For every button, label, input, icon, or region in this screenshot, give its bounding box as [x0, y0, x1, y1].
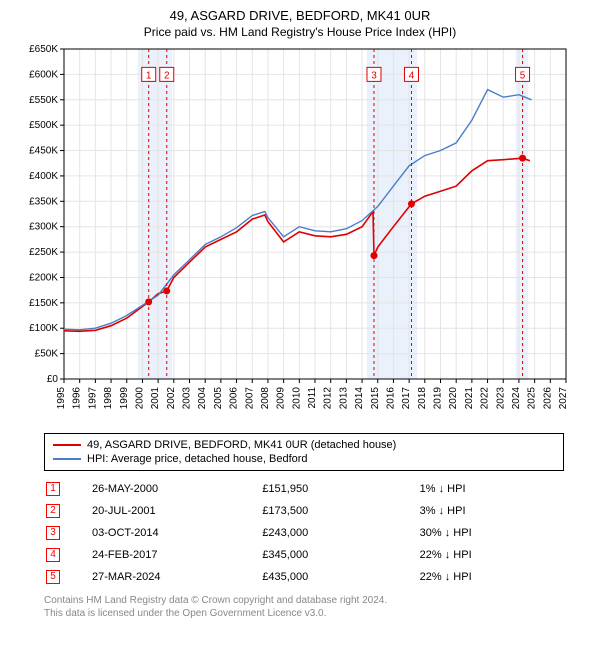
- sales-table: 126-MAY-2000£151,9501% ↓ HPI220-JUL-2001…: [44, 477, 590, 589]
- sale-hpi-delta: 22% ↓ HPI: [420, 545, 588, 565]
- svg-text:2012: 2012: [323, 387, 334, 410]
- svg-text:2014: 2014: [354, 387, 365, 410]
- table-row: 527-MAR-2024£435,00022% ↓ HPI: [46, 567, 588, 587]
- svg-text:1998: 1998: [103, 387, 114, 410]
- svg-text:2023: 2023: [495, 387, 506, 410]
- svg-text:2019: 2019: [433, 387, 444, 410]
- svg-text:£450K: £450K: [29, 146, 58, 157]
- legend-label: HPI: Average price, detached house, Bedf…: [87, 453, 308, 465]
- svg-text:5: 5: [520, 70, 526, 81]
- svg-text:2016: 2016: [385, 387, 396, 410]
- svg-text:4: 4: [409, 70, 415, 81]
- sale-hpi-delta: 3% ↓ HPI: [420, 501, 588, 521]
- footer-line: Contains HM Land Registry data © Crown c…: [44, 595, 590, 608]
- svg-text:2026: 2026: [542, 387, 553, 410]
- price-chart: £0 £50K £100K £150K £200K £250K £300K £350K £400…: [10, 45, 590, 425]
- sale-price: £243,000: [262, 523, 417, 543]
- table-row: 220-JUL-2001£173,5003% ↓ HPI: [46, 501, 588, 521]
- svg-text:2018: 2018: [417, 387, 428, 410]
- svg-text:£350K: £350K: [29, 196, 58, 207]
- svg-text:2006: 2006: [229, 387, 240, 410]
- page-subtitle: Price paid vs. HM Land Registry's House …: [10, 25, 590, 39]
- svg-text:1996: 1996: [72, 387, 83, 410]
- sale-marker: 1: [46, 479, 90, 499]
- svg-text:£0: £0: [47, 374, 59, 385]
- sale-hpi-delta: 1% ↓ HPI: [420, 479, 588, 499]
- svg-text:2015: 2015: [370, 387, 381, 410]
- table-row: 303-OCT-2014£243,00030% ↓ HPI: [46, 523, 588, 543]
- sale-price: £345,000: [262, 545, 417, 565]
- svg-text:2011: 2011: [307, 387, 318, 409]
- svg-text:2009: 2009: [276, 387, 287, 410]
- svg-text:2025: 2025: [527, 387, 538, 410]
- sale-price: £151,950: [262, 479, 417, 499]
- legend-swatch: [53, 444, 81, 446]
- svg-text:2: 2: [164, 70, 170, 81]
- svg-text:2008: 2008: [260, 387, 271, 410]
- sale-date: 20-JUL-2001: [92, 501, 260, 521]
- svg-text:£50K: £50K: [35, 349, 59, 360]
- svg-text:£100K: £100K: [29, 323, 58, 334]
- svg-text:1999: 1999: [119, 387, 130, 410]
- svg-text:2020: 2020: [448, 387, 459, 410]
- svg-text:2017: 2017: [401, 387, 412, 410]
- sale-marker: 3: [46, 523, 90, 543]
- sale-price: £435,000: [262, 567, 417, 587]
- sale-hpi-delta: 30% ↓ HPI: [420, 523, 588, 543]
- sale-hpi-delta: 22% ↓ HPI: [420, 567, 588, 587]
- svg-text:£550K: £550K: [29, 95, 58, 106]
- footer-line: This data is licensed under the Open Gov…: [44, 608, 590, 621]
- svg-text:£250K: £250K: [29, 247, 58, 258]
- footer-attribution: Contains HM Land Registry data © Crown c…: [44, 595, 590, 620]
- legend-item: HPI: Average price, detached house, Bedf…: [53, 452, 555, 466]
- svg-text:2005: 2005: [213, 387, 224, 410]
- page-title: 49, ASGARD DRIVE, BEDFORD, MK41 0UR: [10, 8, 590, 23]
- svg-text:£650K: £650K: [29, 45, 58, 55]
- svg-text:2022: 2022: [480, 387, 491, 410]
- chart-legend: 49, ASGARD DRIVE, BEDFORD, MK41 0UR (det…: [44, 433, 564, 471]
- sale-marker: 5: [46, 567, 90, 587]
- sale-date: 24-FEB-2017: [92, 545, 260, 565]
- table-row: 424-FEB-2017£345,00022% ↓ HPI: [46, 545, 588, 565]
- svg-text:1: 1: [146, 70, 152, 81]
- sale-marker: 2: [46, 501, 90, 521]
- svg-text:2002: 2002: [166, 387, 177, 410]
- svg-text:£500K: £500K: [29, 120, 58, 131]
- sale-date: 27-MAR-2024: [92, 567, 260, 587]
- svg-text:2003: 2003: [182, 387, 193, 410]
- svg-text:£300K: £300K: [29, 222, 58, 233]
- legend-swatch: [53, 458, 81, 460]
- sale-price: £173,500: [262, 501, 417, 521]
- svg-text:2010: 2010: [291, 387, 302, 410]
- svg-text:2013: 2013: [338, 387, 349, 410]
- svg-text:£200K: £200K: [29, 272, 58, 283]
- table-row: 126-MAY-2000£151,9501% ↓ HPI: [46, 479, 588, 499]
- legend-item: 49, ASGARD DRIVE, BEDFORD, MK41 0UR (det…: [53, 438, 555, 452]
- svg-text:2024: 2024: [511, 387, 522, 410]
- svg-text:2004: 2004: [197, 387, 208, 410]
- svg-text:£150K: £150K: [29, 298, 58, 309]
- svg-text:2007: 2007: [244, 387, 255, 410]
- svg-text:1995: 1995: [56, 387, 67, 410]
- legend-label: 49, ASGARD DRIVE, BEDFORD, MK41 0UR (det…: [87, 439, 396, 451]
- svg-text:2001: 2001: [150, 387, 161, 410]
- svg-text:2027: 2027: [558, 387, 569, 410]
- svg-text:£400K: £400K: [29, 171, 58, 182]
- svg-text:2021: 2021: [464, 387, 475, 410]
- svg-text:£600K: £600K: [29, 69, 58, 80]
- svg-text:1997: 1997: [87, 387, 98, 410]
- sale-date: 03-OCT-2014: [92, 523, 260, 543]
- svg-text:2000: 2000: [134, 387, 145, 410]
- sale-date: 26-MAY-2000: [92, 479, 260, 499]
- sale-marker: 4: [46, 545, 90, 565]
- svg-text:3: 3: [371, 70, 377, 81]
